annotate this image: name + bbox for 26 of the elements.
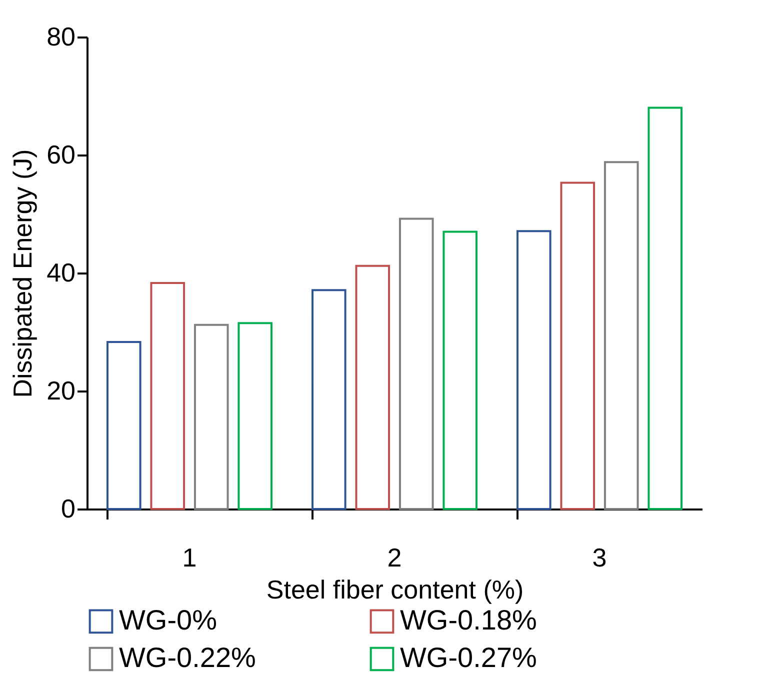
y-tick-label: 60 xyxy=(46,140,76,170)
bar xyxy=(106,341,142,510)
bar xyxy=(560,182,596,510)
legend-label: WG-0.27% xyxy=(400,642,537,673)
bar xyxy=(355,264,390,510)
legend-label: WG-0.18% xyxy=(400,604,537,636)
x-tick-label: 2 xyxy=(387,542,402,572)
y-tick-label: 80 xyxy=(46,22,76,52)
bar xyxy=(312,289,346,510)
y-tick-label: 20 xyxy=(46,376,76,406)
y-tick-label: 0 xyxy=(61,494,76,524)
x-tick-label: 1 xyxy=(182,542,197,572)
bar xyxy=(238,322,272,510)
legend-label: WG-0.22% xyxy=(119,642,256,673)
y-axis-title: Dissipated Energy (J) xyxy=(8,149,38,398)
legend-label: WG-0% xyxy=(119,604,217,636)
x-tick-label: 3 xyxy=(592,542,607,572)
bar xyxy=(150,282,186,510)
bar xyxy=(194,324,229,510)
bar xyxy=(516,230,552,510)
bar xyxy=(604,161,639,510)
bar xyxy=(442,230,478,510)
bar xyxy=(648,106,682,510)
x-axis-title: Steel fiber content (%) xyxy=(266,574,524,604)
y-tick-label: 40 xyxy=(46,258,76,288)
bar xyxy=(398,218,434,510)
